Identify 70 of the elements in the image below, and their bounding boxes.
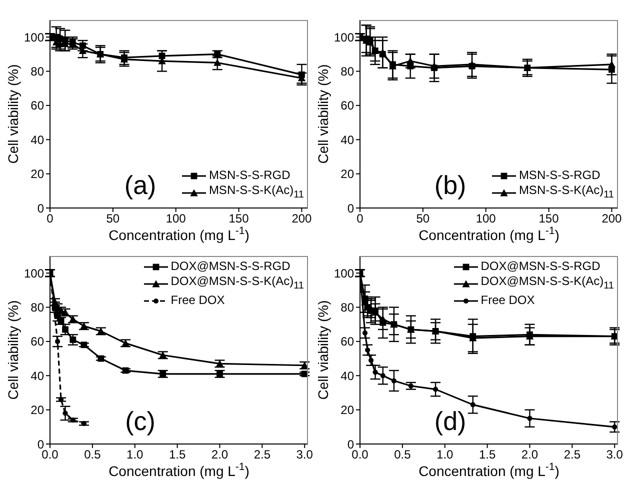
legend-label: MSN-S-S-K(Ac)$_{11}$ bbox=[518, 183, 614, 202]
x-tick-label: 0.0 bbox=[352, 448, 369, 462]
x-tick-label: 0 bbox=[46, 212, 54, 226]
y-axis-title: Cell viability (%) bbox=[5, 64, 21, 164]
annotation: (a) bbox=[123, 170, 158, 200]
legend-label: DOX@MSN-S-S-K(Ac)$_{11}$ bbox=[170, 274, 304, 294]
x-tick-label: 0 bbox=[356, 212, 364, 226]
x-tick-label: 150 bbox=[538, 212, 560, 226]
legend-label: DOX@MSN-S-S-K(Ac)$_{11}$ bbox=[480, 274, 614, 294]
y-tick-label: 0 bbox=[347, 437, 354, 452]
y-tick-label: 0 bbox=[37, 201, 44, 216]
y-tick-label: 40 bbox=[340, 132, 354, 147]
x-tick-label: 0.5 bbox=[84, 448, 102, 462]
legend-label: DOX@MSN-S-S-RGD bbox=[170, 259, 290, 274]
x-tick-label: 1.0 bbox=[126, 448, 144, 462]
legend-label: DOX@MSN-S-S-RGD bbox=[480, 259, 600, 274]
y-tick-label: 60 bbox=[30, 98, 44, 113]
x-tick-label: 3.0 bbox=[296, 448, 314, 462]
y-axis-title: Cell viability (%) bbox=[5, 300, 21, 400]
x-axis-title: Concentration (mg L$^{-1}$) bbox=[108, 461, 250, 479]
y-tick-label: 20 bbox=[30, 403, 44, 418]
y-tick-label: 80 bbox=[30, 64, 44, 79]
x-tick-label: 2.5 bbox=[254, 448, 271, 462]
annotation: (b) bbox=[433, 170, 468, 200]
x-tick-label: 50 bbox=[416, 212, 430, 226]
y-tick-label: 100 bbox=[334, 30, 354, 44]
y-tick-label: 20 bbox=[340, 167, 354, 182]
x-tick-label: 200 bbox=[292, 212, 312, 226]
legend-label: MSN-S-S-K(Ac)$_{11}$ bbox=[208, 183, 304, 202]
x-tick-label: 1.5 bbox=[168, 448, 186, 462]
x-axis-title: Concentration (mg L$^{-1}$) bbox=[418, 225, 560, 243]
x-tick-label: 100 bbox=[476, 212, 496, 226]
y-axis-title: Cell viability (%) bbox=[315, 300, 331, 400]
y-tick-label: 60 bbox=[340, 334, 354, 349]
x-tick-label: 2.0 bbox=[521, 448, 538, 462]
x-tick-label: 100 bbox=[166, 212, 186, 226]
x-tick-label: 50 bbox=[106, 212, 120, 226]
legend-label: Free DOX bbox=[170, 293, 225, 308]
y-tick-label: 80 bbox=[30, 300, 44, 315]
x-tick-label: 1.0 bbox=[436, 448, 454, 462]
y-tick-label: 100 bbox=[24, 30, 44, 44]
x-tick-label: 2.0 bbox=[211, 448, 228, 462]
x-tick-label: 0.5 bbox=[394, 448, 412, 462]
annotation: (c) bbox=[124, 406, 156, 436]
y-tick-label: 60 bbox=[30, 334, 44, 349]
y-tick-label: 0 bbox=[37, 437, 44, 452]
y-tick-label: 40 bbox=[30, 368, 44, 383]
x-axis-title: Concentration (mg L$^{-1}$) bbox=[418, 461, 560, 479]
y-tick-label: 100 bbox=[334, 266, 354, 280]
x-axis-title: Concentration (mg L$^{-1}$) bbox=[108, 225, 250, 243]
legend-label: MSN-S-S-RGD bbox=[208, 168, 290, 183]
y-tick-label: 80 bbox=[340, 300, 354, 315]
x-tick-label: 3.0 bbox=[606, 448, 624, 462]
y-tick-label: 60 bbox=[340, 98, 354, 113]
y-tick-label: 100 bbox=[24, 266, 44, 280]
y-tick-label: 0 bbox=[347, 201, 354, 216]
y-axis-title: Cell viability (%) bbox=[315, 64, 331, 164]
y-tick-label: 20 bbox=[340, 403, 354, 418]
x-tick-label: 2.5 bbox=[564, 448, 581, 462]
y-tick-label: 80 bbox=[340, 64, 354, 79]
legend-label: Free DOX bbox=[480, 293, 535, 308]
x-tick-label: 1.5 bbox=[478, 448, 496, 462]
annotation: (d) bbox=[433, 406, 468, 436]
x-tick-label: 0.0 bbox=[42, 448, 59, 462]
y-tick-label: 40 bbox=[30, 132, 44, 147]
legend-label: MSN-S-S-RGD bbox=[518, 168, 600, 183]
x-tick-label: 200 bbox=[602, 212, 622, 226]
y-tick-label: 40 bbox=[340, 368, 354, 383]
x-tick-label: 150 bbox=[228, 212, 250, 226]
y-tick-label: 20 bbox=[30, 167, 44, 182]
